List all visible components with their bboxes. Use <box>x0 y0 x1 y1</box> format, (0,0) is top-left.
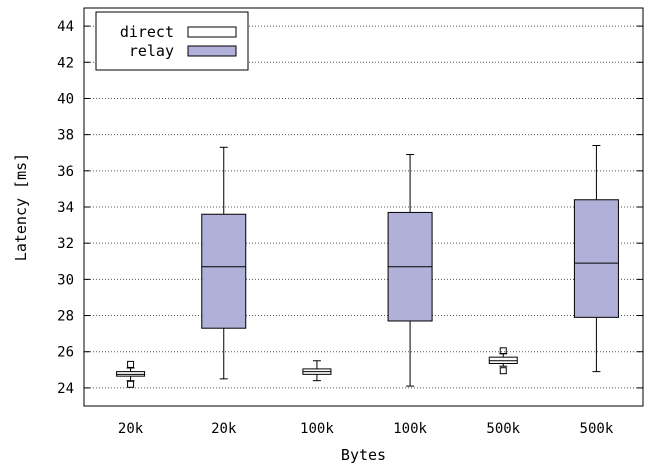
x-tick-label: 20k <box>118 421 144 437</box>
y-tick-label: 44 <box>57 19 74 35</box>
box-direct-100k <box>302 360 332 382</box>
legend-swatch-direct <box>187 26 237 38</box>
box-relay-500k <box>573 144 619 373</box>
y-axis-title: Latency [ms] <box>12 153 30 261</box>
legend-label-direct: direct <box>120 23 174 41</box>
y-tick-label: 24 <box>57 381 74 397</box>
y-tick-label: 28 <box>57 309 74 325</box>
x-tick-label: 500k <box>580 421 614 437</box>
x-tick-label: 20k <box>211 421 237 437</box>
x-axis-title: Bytes <box>341 446 386 464</box>
y-tick-label: 38 <box>57 128 74 144</box>
y-tick-label: 42 <box>57 55 74 71</box>
outlier-point <box>499 347 507 355</box>
box-relay-20k <box>201 146 247 380</box>
y-tick-label: 34 <box>57 200 74 216</box>
box-direct-500k <box>488 347 518 375</box>
x-tick-label: 100k <box>300 421 334 437</box>
box-iqr <box>201 213 247 329</box>
plot-frame <box>83 7 644 407</box>
y-tick-label: 26 <box>57 345 74 361</box>
y-tick-label: 40 <box>57 91 74 107</box>
x-tick-label: 100k <box>393 421 427 437</box>
legend-swatch-relay <box>187 45 237 57</box>
outlier-point <box>499 367 507 375</box>
y-tick-label: 32 <box>57 236 74 252</box>
legend-label-relay: relay <box>129 42 174 60</box>
box-relay-100k <box>387 154 433 387</box>
box-direct-20k <box>116 360 146 388</box>
y-tick-label: 36 <box>57 164 74 180</box>
outlier-point <box>127 380 135 388</box>
legend-box <box>95 11 249 71</box>
outlier-point <box>127 360 135 368</box>
x-tick-label: 500k <box>486 421 520 437</box>
box-iqr <box>573 199 619 318</box>
y-tick-label: 30 <box>57 272 74 288</box>
